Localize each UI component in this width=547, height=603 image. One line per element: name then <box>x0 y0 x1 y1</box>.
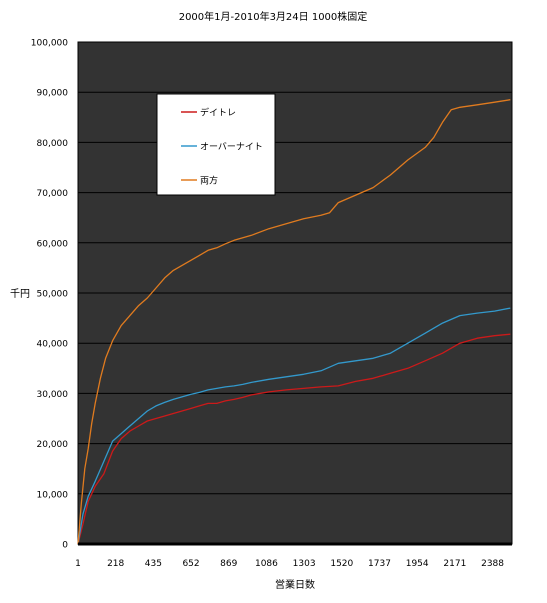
legend-box <box>156 93 276 196</box>
y-tick-label: 80,000 <box>37 139 69 149</box>
series-line <box>77 333 511 545</box>
x-tick-label: 1303 <box>293 559 316 569</box>
legend-label: デイトレ <box>200 107 236 119</box>
series-line <box>77 99 511 545</box>
legend-label: オーバーナイト <box>200 142 263 153</box>
y-tick-label: 60,000 <box>37 239 69 249</box>
gridlines <box>78 41 512 495</box>
x-axis-tick-labels: 1 218 435 652 869 1086 1303 1520 1737 1954 2171 238… <box>75 559 504 569</box>
y-axis-label: 千円 <box>10 288 30 300</box>
x-tick-label: 218 <box>107 559 124 569</box>
x-tick-label: 1086 <box>255 559 278 569</box>
chart-title: 2000年1月-2010年3月24日 1000株固定 <box>179 10 368 23</box>
x-tick-label: 1737 <box>368 559 391 569</box>
legend-label: 両方 <box>200 175 218 187</box>
y-tick-label: 90,000 <box>37 89 69 99</box>
y-tick-label: 20,000 <box>37 440 69 450</box>
x-tick-label: 1 <box>75 559 81 569</box>
y-axis-tick-labels: 0 10,000 20,000 30,000 40,000 50,000 60,000 70,… <box>31 39 68 551</box>
x-tick-label: 869 <box>220 559 237 569</box>
series-lines <box>77 99 511 545</box>
x-tick-label: 2171 <box>443 559 466 569</box>
x-tick-label: 2388 <box>481 559 504 569</box>
y-tick-label: 30,000 <box>37 390 69 400</box>
x-tick-label: 1954 <box>406 559 429 569</box>
x-tick-label: 1520 <box>330 559 353 569</box>
y-tick-label: 40,000 <box>37 340 69 350</box>
x-axis-label: 営業日数 <box>275 578 315 591</box>
series-line <box>77 307 511 545</box>
y-tick-label: 50,000 <box>37 290 69 300</box>
x-tick-label: 652 <box>182 559 199 569</box>
y-tick-label: 100,000 <box>31 39 68 49</box>
y-tick-label: 0 <box>62 541 68 551</box>
y-tick-label: 10,000 <box>37 490 69 500</box>
y-tick-label: 70,000 <box>37 189 69 199</box>
x-tick-label: 435 <box>145 559 162 569</box>
